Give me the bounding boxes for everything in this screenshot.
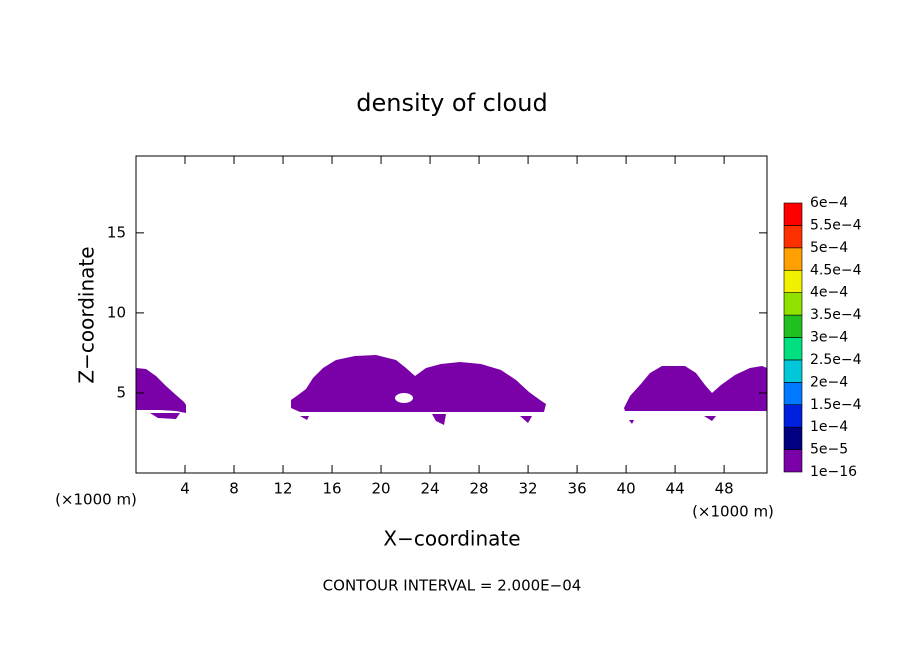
cloud-region — [136, 368, 186, 413]
x-tick-label: 24 — [421, 480, 440, 498]
x-tick-label: 20 — [372, 480, 391, 498]
x-tick-label: 4 — [180, 480, 190, 498]
cloud-region — [291, 355, 546, 412]
colorbar-label: 2.5e−4 — [810, 352, 862, 368]
x-tick-label: 48 — [715, 480, 734, 498]
colorbar-box — [783, 202, 803, 226]
x-unit-label: (×1000 m) — [692, 503, 774, 521]
cloud-region — [150, 413, 716, 425]
colorbar-label: 2e−4 — [810, 374, 848, 390]
colorbar-box — [783, 426, 803, 450]
colorbar-label: 3.5e−4 — [810, 307, 862, 323]
colorbar-label: 1e−4 — [810, 419, 848, 435]
x-tick-label: 12 — [273, 480, 292, 498]
x-tick-label: 28 — [470, 480, 489, 498]
plot-frame — [135, 155, 768, 474]
colorbar-box — [783, 449, 803, 473]
colorbar-label: 1.5e−4 — [810, 397, 862, 413]
colorbar-box — [783, 359, 803, 383]
y-tick-label: 10 — [107, 303, 126, 321]
colorbar-box — [783, 382, 803, 406]
y-tick-label: 15 — [107, 223, 126, 241]
colorbar-box — [783, 314, 803, 338]
y-tick-label: 5 — [116, 383, 126, 401]
cloud-hole — [395, 393, 413, 403]
colorbar-label: 3e−4 — [810, 330, 848, 346]
colorbar-label: 4.5e−4 — [810, 262, 862, 278]
x-unit-label: (×1000 m) — [55, 491, 137, 509]
colorbar-box — [783, 292, 803, 316]
colorbar-label: 5e−4 — [810, 240, 848, 256]
cloud-region — [624, 366, 767, 411]
colorbar-label: 6e−4 — [810, 195, 848, 211]
x-tick-label: 32 — [519, 480, 538, 498]
colorbar-label: 4e−4 — [810, 285, 848, 301]
colorbar-box — [783, 225, 803, 249]
x-tick-label: 40 — [617, 480, 636, 498]
colorbar-box — [783, 337, 803, 361]
chart-title: density of cloud — [356, 89, 547, 117]
colorbar-label: 5e−5 — [810, 442, 848, 458]
footnote: CONTOUR INTERVAL = 2.000E−04 — [323, 577, 582, 595]
y-axis-label: Z−coordinate — [75, 246, 99, 383]
colorbar-label: 5.5e−4 — [810, 217, 862, 233]
x-tick-label: 16 — [322, 480, 341, 498]
x-axis-label: X−coordinate — [383, 527, 520, 551]
colorbar-box — [783, 247, 803, 271]
x-tick-label: 8 — [229, 480, 239, 498]
colorbar-label: 1e−16 — [810, 464, 857, 480]
colorbar-box — [783, 269, 803, 293]
x-tick-label: 44 — [666, 480, 685, 498]
cloud-regions — [136, 355, 767, 425]
colorbar-box — [783, 404, 803, 428]
x-tick-label: 36 — [568, 480, 587, 498]
